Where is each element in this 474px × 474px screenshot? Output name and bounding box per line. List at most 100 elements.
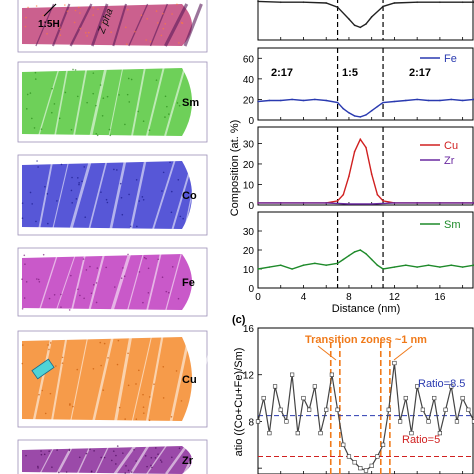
- map-dot: [125, 43, 128, 45]
- map-dot: [110, 31, 112, 34]
- map-dot: [142, 393, 144, 396]
- map-dot: [179, 215, 182, 218]
- map-dot: [120, 277, 123, 279]
- map-dot: [21, 202, 24, 204]
- data-point: [438, 99, 441, 102]
- map-dot: [145, 39, 147, 41]
- data-point: [392, 360, 397, 366]
- data-point: [302, 264, 305, 267]
- map-dot: [106, 95, 109, 98]
- map-dot: [157, 22, 159, 24]
- map-dot: [101, 114, 104, 117]
- map-dot: [108, 128, 111, 131]
- map-dot: [116, 169, 118, 171]
- map-dot: [38, 280, 41, 283]
- map-dot: [155, 10, 158, 12]
- map-dot: [165, 290, 168, 293]
- map-stripe: [92, 336, 114, 422]
- y-tick-label: 8: [248, 417, 254, 428]
- map-stripe: [184, 160, 200, 230]
- map-dot: [164, 116, 166, 118]
- map-dot: [136, 225, 138, 228]
- data-point: [449, 384, 454, 389]
- map-label: Zr: [182, 455, 194, 467]
- data-point: [279, 99, 282, 102]
- map-stripe: [91, 3, 109, 47]
- map-dot: [72, 68, 74, 71]
- map-dot: [155, 79, 158, 81]
- map-stripe: [76, 445, 91, 474]
- map-stripe: [38, 160, 54, 230]
- map-dot: [56, 200, 58, 202]
- data-point: [432, 395, 437, 401]
- map-dot: [82, 258, 85, 260]
- map-dot: [71, 202, 73, 204]
- data-point: [291, 268, 294, 270]
- map-dot: [130, 471, 133, 473]
- data-point: [318, 431, 323, 436]
- data-point: [348, 254, 350, 257]
- map-stripe: [146, 445, 167, 474]
- map-dot: [84, 32, 87, 34]
- map-stripe: [114, 336, 133, 422]
- map-dot: [134, 30, 136, 33]
- map-label: Fe: [182, 277, 195, 289]
- map-dot: [25, 454, 27, 457]
- map-stripe: [39, 445, 56, 474]
- map-dot: [92, 6, 95, 9]
- map-dot: [92, 14, 94, 16]
- data-point: [437, 431, 442, 436]
- data-point: [336, 199, 339, 202]
- map-stripe: [165, 445, 188, 474]
- map-dot: [44, 185, 46, 188]
- map-dot: [65, 471, 68, 473]
- map-dot: [68, 309, 71, 311]
- map-specimen: [22, 446, 192, 474]
- data-point: [257, 0, 259, 3]
- region-label-1: 1:5: [342, 67, 358, 79]
- map-dot: [74, 9, 77, 12]
- data-point: [290, 372, 295, 377]
- map-dot: [120, 196, 123, 199]
- map-dot: [78, 456, 81, 459]
- map-specimen: [22, 254, 192, 310]
- map-dot: [102, 97, 105, 99]
- map-dot: [162, 171, 165, 174]
- map-dot: [135, 383, 137, 385]
- map-dot: [160, 461, 163, 463]
- map-dot: [127, 469, 130, 472]
- map-dot: [147, 292, 150, 294]
- data-point: [353, 150, 356, 153]
- panel-frame: [257, 327, 474, 474]
- map-dot: [53, 103, 56, 105]
- data-point: [267, 431, 272, 436]
- data-point: [363, 468, 369, 473]
- element-map-fe: Fe: [17, 247, 208, 317]
- map-stripe: [127, 253, 144, 311]
- data-point: [370, 109, 373, 112]
- series-line-cu: [258, 137, 474, 204]
- data-point: [312, 384, 317, 389]
- data-point: [450, 264, 453, 267]
- map-dot: [117, 339, 120, 342]
- data-point: [268, 266, 271, 268]
- map-label: Cu: [182, 374, 197, 386]
- map-dot: [81, 180, 83, 183]
- map-dot: [92, 367, 95, 370]
- map-dot: [100, 456, 102, 459]
- map-dot: [60, 293, 62, 296]
- map-label-1-5h: 1:5H: [38, 19, 60, 30]
- map-dot: [177, 297, 180, 300]
- map-dot: [161, 276, 164, 278]
- map-dot: [78, 182, 80, 184]
- map-dot: [161, 190, 163, 192]
- map-dot: [90, 292, 93, 295]
- data-point: [279, 1, 282, 4]
- data-point: [454, 419, 460, 424]
- map-dot: [128, 193, 130, 196]
- map-dot: [103, 342, 106, 345]
- map-dot: [35, 220, 37, 223]
- map-dot: [25, 108, 28, 110]
- map-dot: [102, 389, 105, 391]
